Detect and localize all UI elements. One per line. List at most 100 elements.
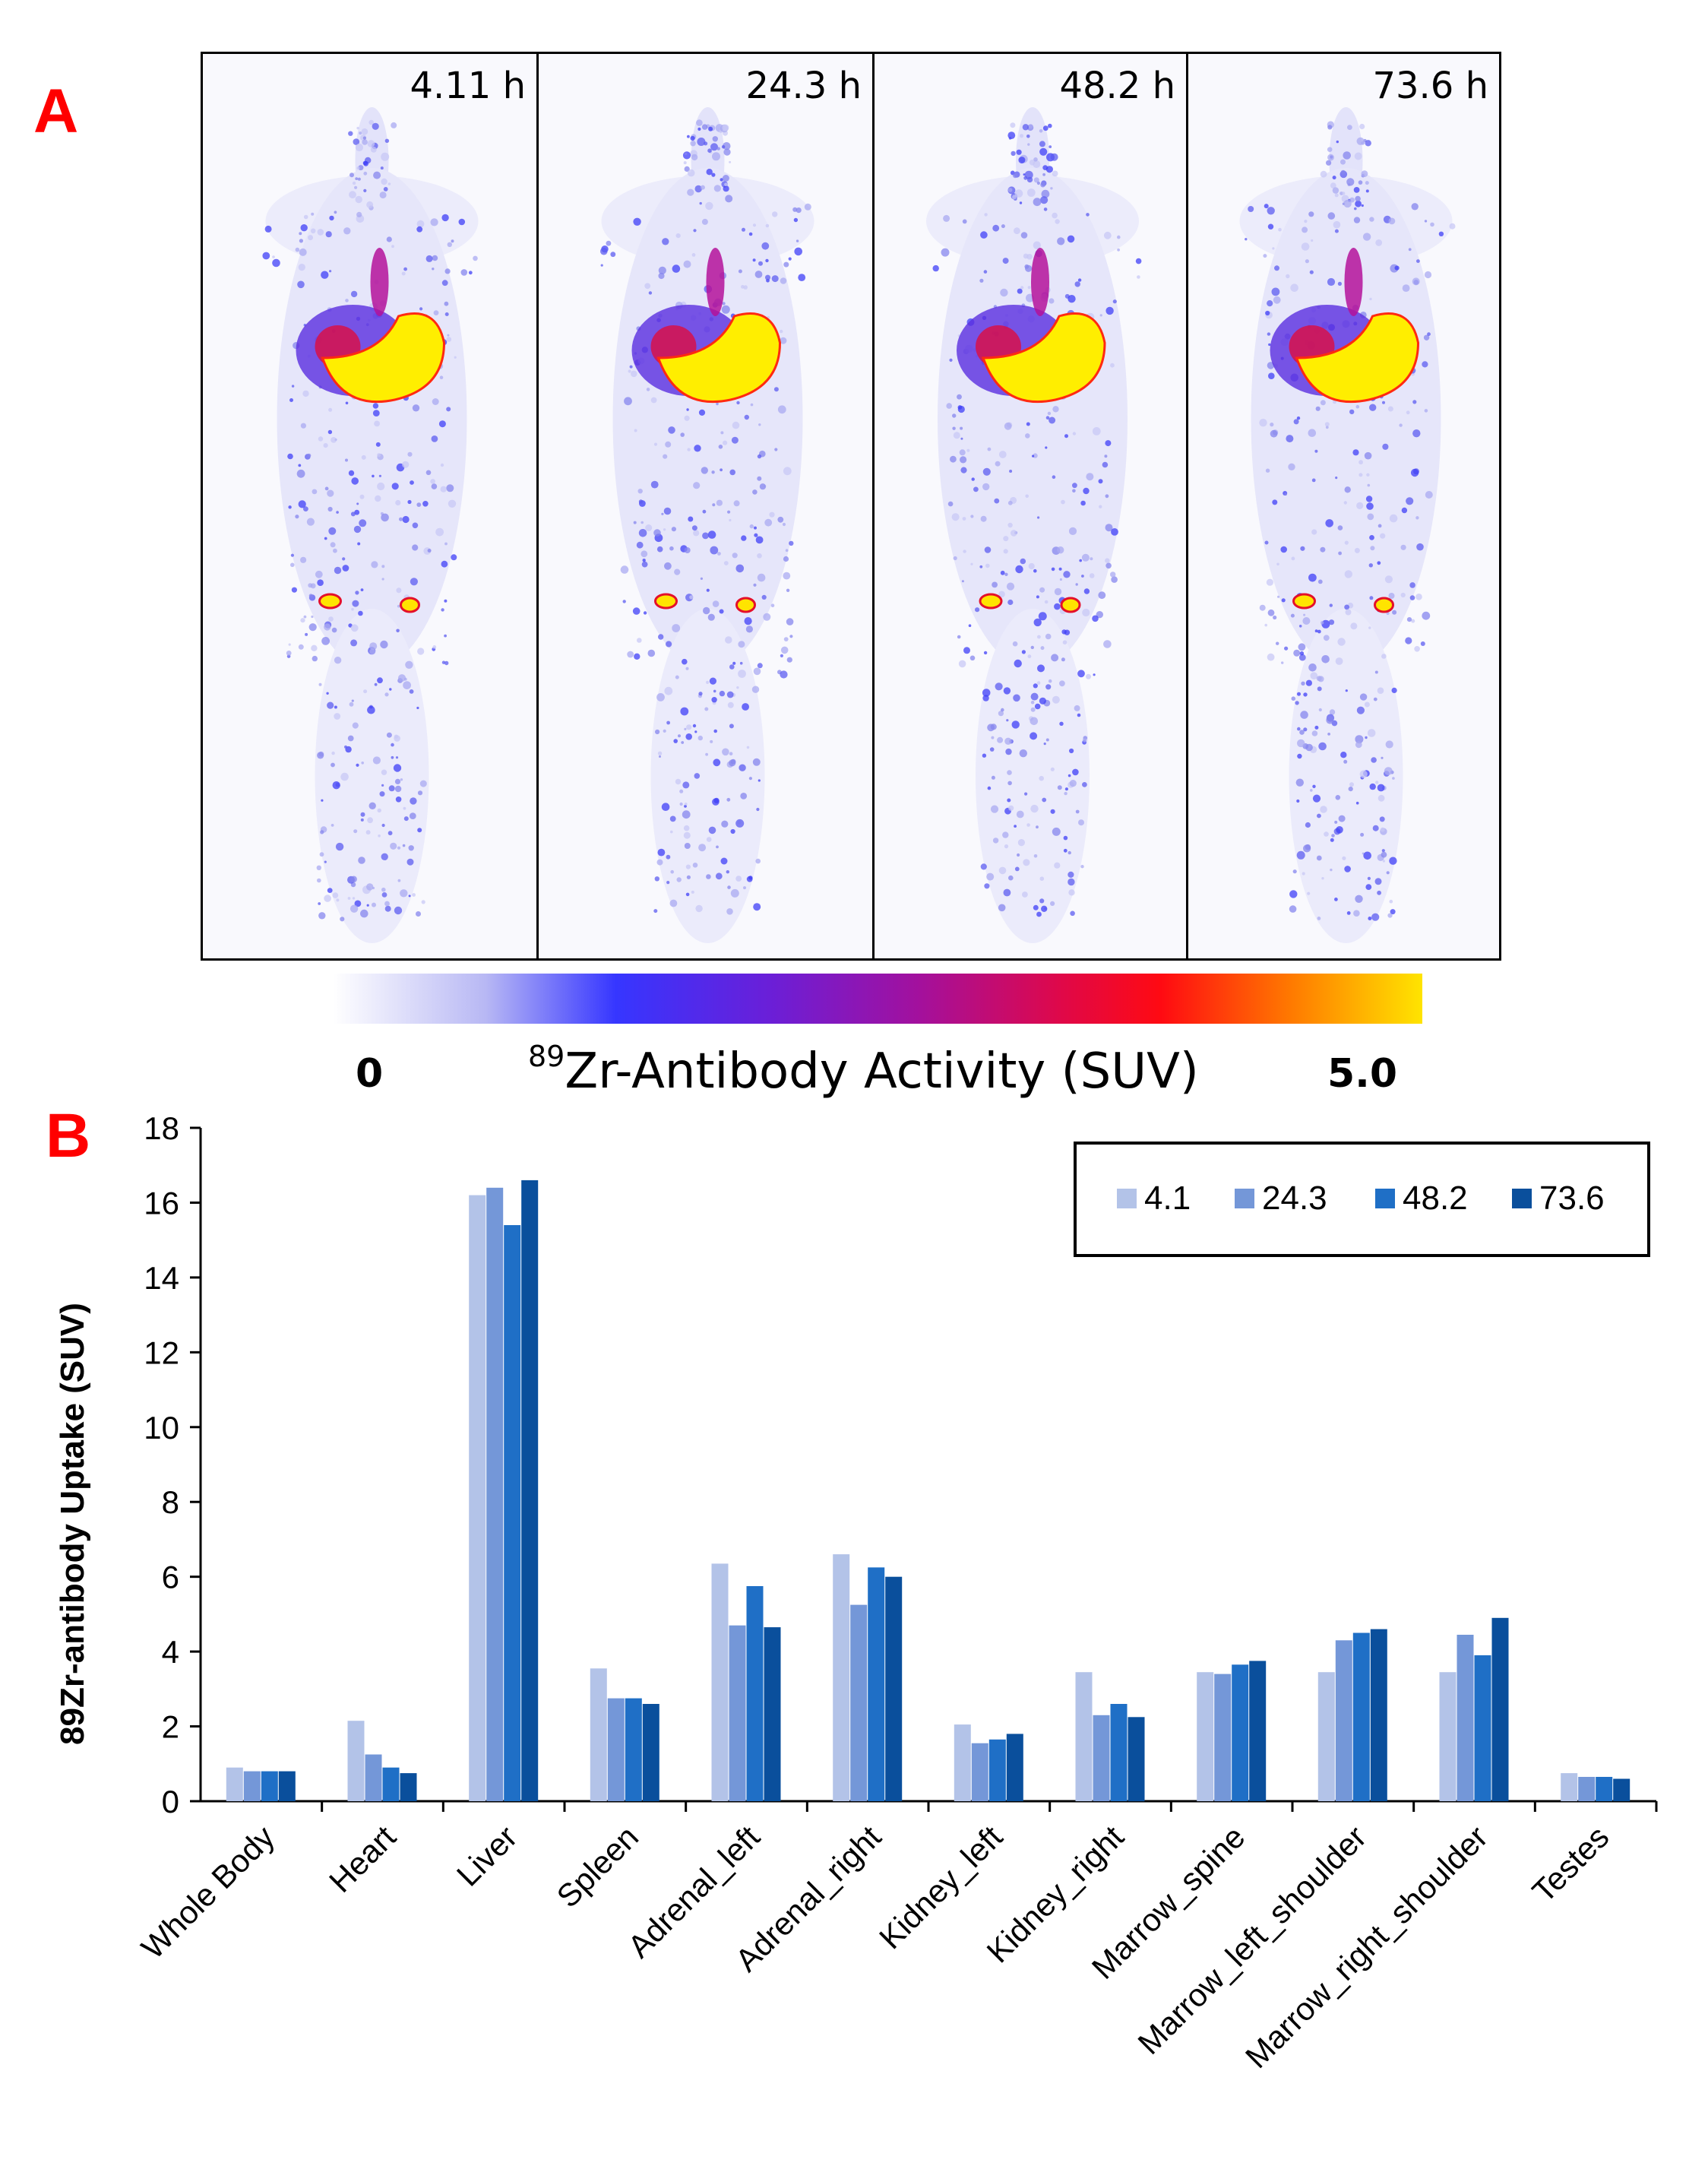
scan-speckle [1311, 730, 1318, 736]
scan-speckle [1077, 670, 1085, 678]
scan-speckle [286, 651, 292, 656]
scan-speckle [370, 147, 377, 153]
scan-speckle [1009, 470, 1013, 473]
scan-speckle [1323, 635, 1330, 641]
scan-speckle [1380, 533, 1386, 539]
scan-speckle [403, 681, 411, 689]
scan-speckle [408, 895, 411, 898]
scan-speckle [1382, 401, 1385, 404]
scan-torso [1251, 168, 1441, 670]
scan-speckle [732, 661, 736, 665]
scan-speckle [1036, 825, 1039, 829]
scan-speckle [402, 515, 410, 524]
scan-speckle [468, 271, 473, 275]
scan-speckle [1061, 629, 1067, 635]
scan-speckle [1001, 708, 1004, 712]
scan-speckle [1054, 603, 1061, 610]
scan-speckle [720, 857, 728, 865]
scan-speckle [1424, 271, 1432, 279]
scan-speckle [1276, 641, 1279, 645]
scan-speckle [1050, 809, 1055, 814]
scan-speckle [669, 899, 678, 907]
scan-speckle [310, 228, 316, 234]
scan-speckle [1093, 673, 1096, 676]
scan-speckle [992, 581, 998, 588]
scan-speckle [1266, 578, 1273, 586]
scan-speckle [1371, 757, 1377, 763]
scan-speckle [1112, 299, 1117, 304]
bar-marrow-right-shoulder-73-6 [1491, 1617, 1509, 1801]
scan-speckle [941, 248, 950, 257]
scan-speckle [960, 426, 963, 430]
scan-speckle [1077, 278, 1082, 282]
scan-speckle [982, 483, 990, 491]
scan-speckle [1030, 707, 1036, 712]
scan-speckle [1314, 629, 1318, 633]
scan-speckle [1015, 565, 1023, 574]
scan-speckle [1033, 683, 1038, 689]
scan-speckle [1036, 181, 1040, 185]
scan-speckle [1055, 219, 1060, 224]
scan-speckle [675, 675, 679, 679]
scan-speckle [1336, 826, 1343, 834]
scan-speckle [394, 734, 398, 739]
scan-speckle [697, 735, 703, 741]
scan-speckle [982, 695, 989, 701]
scan-speckle [987, 724, 995, 732]
scan-speckle [333, 548, 337, 553]
scan-speckle [416, 706, 419, 710]
scan-speckle [725, 636, 732, 644]
scan-speckle [412, 522, 419, 529]
scan-speckle [975, 607, 980, 613]
scan-speckle [425, 255, 433, 262]
scan-speckle [1327, 154, 1334, 161]
bar-marrow-spine-73-6 [1249, 1661, 1267, 1801]
scan-speckle [299, 232, 302, 236]
scan-speckle [416, 911, 421, 917]
scan-speckle [704, 141, 708, 146]
scan-speckle [1375, 239, 1383, 246]
scan-speckle [1067, 235, 1075, 243]
scan-speckle [717, 552, 721, 556]
scan-speckle [641, 561, 648, 568]
pet-image-frame-3: 48.2 h [872, 52, 1188, 961]
scan-speckle [1420, 641, 1425, 646]
scan-speckle [1270, 429, 1278, 438]
scan-speckle [327, 701, 334, 709]
bar-kidney-right-73-6 [1128, 1717, 1145, 1802]
scan-speckle [1059, 578, 1062, 581]
scan-speckle [327, 429, 333, 435]
colorbar-title-superscript: 89 [528, 1040, 565, 1073]
scan-legs [315, 609, 429, 943]
scan-speckle [381, 892, 387, 898]
scan-speckle [363, 689, 368, 694]
scan-speckle [1033, 904, 1039, 910]
scan-speckle [1103, 640, 1112, 648]
scan-speckle [650, 480, 659, 489]
scan-speckle [1364, 701, 1370, 708]
scan-speckle [1052, 406, 1059, 413]
scan-speckle [332, 781, 340, 790]
scan-speckle [729, 469, 735, 476]
bar-whole-body-4-1 [226, 1767, 243, 1801]
scan-speckle [987, 786, 992, 790]
scan-speckle [1045, 684, 1052, 690]
scan-speckle [334, 713, 341, 720]
scan-speckle [1423, 334, 1430, 340]
scan-speckle [1036, 911, 1042, 917]
scan-speckle [685, 733, 692, 740]
legend-swatch-4-1 [1117, 1189, 1137, 1208]
x-tick-label: Spleen [549, 1819, 645, 1914]
scan-speckle [400, 889, 408, 898]
scan-speckle [970, 515, 974, 518]
bar-spleen-24-3 [607, 1698, 625, 1801]
scan-speckle [360, 909, 368, 918]
scan-speckle [431, 435, 438, 442]
scan-speckle [1259, 604, 1266, 611]
scan-speckle [345, 299, 349, 302]
scan-speckle [381, 853, 388, 861]
scan-speckle [1039, 147, 1048, 156]
scan-speckle [350, 639, 358, 647]
scan-speckle [374, 682, 378, 686]
scan-speckle [744, 617, 752, 625]
